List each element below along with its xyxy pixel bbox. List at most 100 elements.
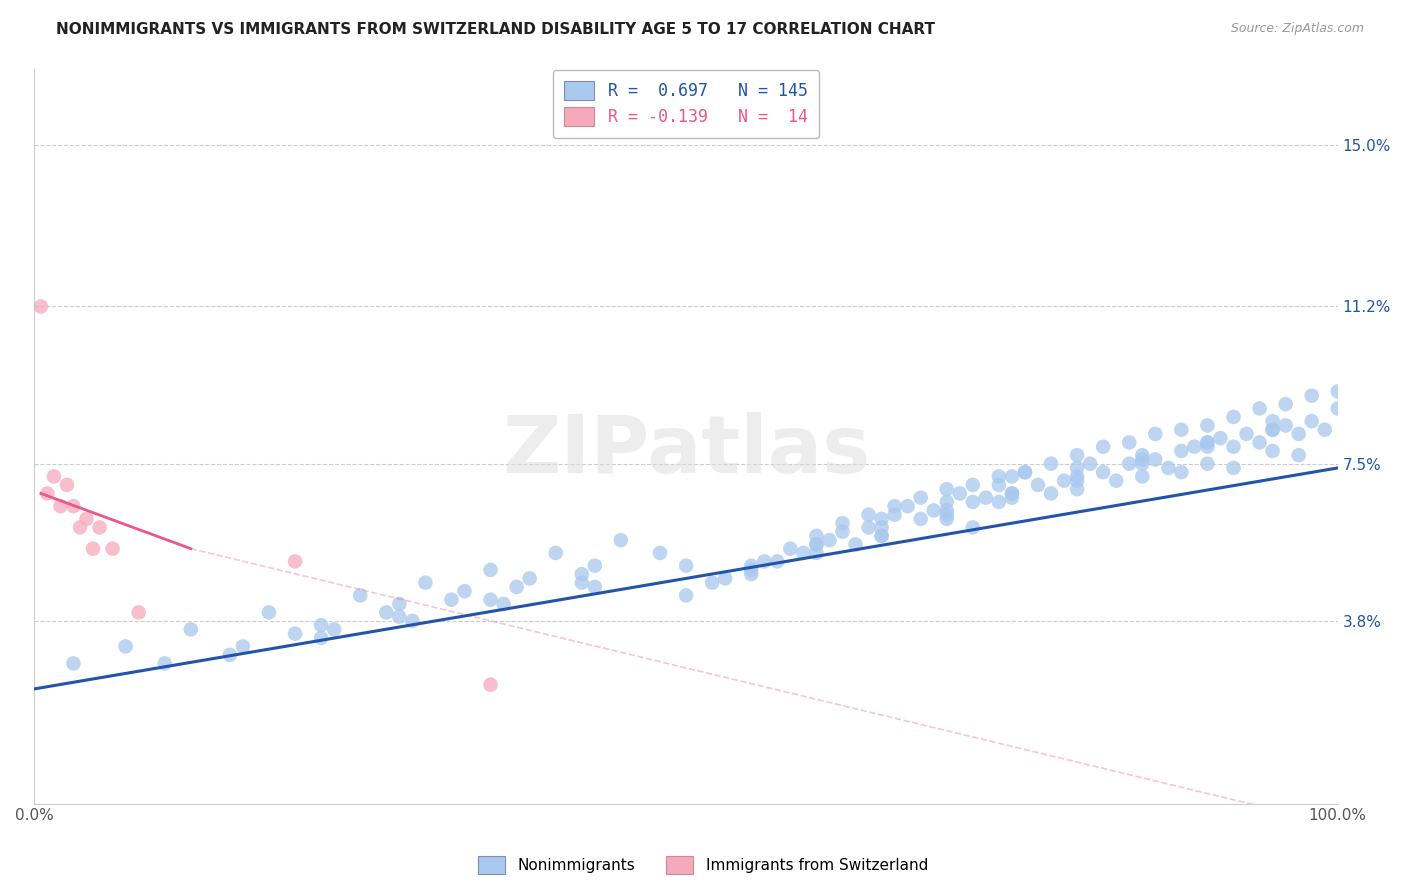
Point [257,606,280,620]
Point [987,495,1010,509]
Point [1105,474,1128,488]
Point [806,529,828,543]
Point [69,520,91,534]
Point [754,554,776,568]
Point [766,554,789,568]
Point [1209,431,1232,445]
Point [987,478,1010,492]
Point [792,546,814,560]
Point [309,618,332,632]
Point [56,478,79,492]
Point [1157,461,1180,475]
Point [1144,452,1167,467]
Point [818,533,841,548]
Point [1066,461,1088,475]
Point [101,541,124,556]
Point [1066,469,1088,483]
Point [675,589,697,603]
Point [1170,423,1192,437]
Point [232,640,254,654]
Point [858,508,880,522]
Point [1182,440,1205,454]
Point [349,589,371,603]
Point [1261,414,1284,428]
Point [1001,486,1024,500]
Point [1170,465,1192,479]
Point [1130,457,1153,471]
Point [571,567,593,582]
Point [479,592,502,607]
Point [740,567,762,582]
Point [505,580,527,594]
Point [1261,423,1284,437]
Point [519,571,541,585]
Point [935,508,957,522]
Point [492,597,515,611]
Point [1118,457,1140,471]
Point [1170,444,1192,458]
Point [128,606,150,620]
Point [935,512,957,526]
Point [806,546,828,560]
Point [1197,435,1219,450]
Point [1001,486,1024,500]
Point [870,529,893,543]
Point [910,512,932,526]
Point [675,558,697,573]
Point [935,482,957,496]
Point [62,657,84,671]
Point [76,512,98,526]
Point [806,537,828,551]
Point [1040,486,1063,500]
Point [883,508,905,522]
Point [82,541,104,556]
Point [1066,482,1088,496]
Point [1066,474,1088,488]
Point [401,614,423,628]
Point [648,546,671,560]
Point [1130,469,1153,483]
Point [831,516,853,531]
Point [1288,426,1310,441]
Point [375,606,398,620]
Point [1222,440,1244,454]
Point [1197,435,1219,450]
Point [453,584,475,599]
Legend: Nonimmigrants, Immigrants from Switzerland: Nonimmigrants, Immigrants from Switzerla… [472,850,934,880]
Point [1236,426,1258,441]
Point [37,486,59,500]
Point [1326,384,1348,399]
Point [42,469,65,483]
Point [309,631,332,645]
Point [962,520,984,534]
Point [1001,491,1024,505]
Point [962,478,984,492]
Point [1326,401,1348,416]
Point [700,575,723,590]
Point [583,580,606,594]
Point [1301,389,1323,403]
Point [858,520,880,534]
Point [870,520,893,534]
Point [284,626,307,640]
Point [1130,452,1153,467]
Point [962,495,984,509]
Point [544,546,567,560]
Point [1066,448,1088,462]
Point [415,575,437,590]
Point [583,558,606,573]
Point [323,623,346,637]
Point [180,623,202,637]
Text: ZIPatlas: ZIPatlas [502,412,870,490]
Point [1130,448,1153,462]
Point [1197,457,1219,471]
Point [610,533,633,548]
Point [1249,401,1271,416]
Point [1261,423,1284,437]
Point [1197,440,1219,454]
Point [1014,465,1036,479]
Point [1040,457,1063,471]
Point [935,503,957,517]
Point [1078,457,1101,471]
Point [1026,478,1049,492]
